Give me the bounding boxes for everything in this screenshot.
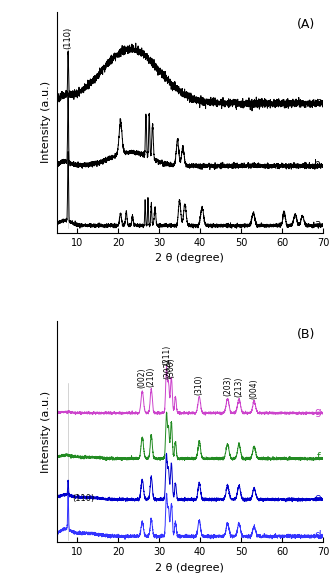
Text: (110): (110) — [64, 27, 73, 49]
Text: (211): (211) — [162, 345, 171, 365]
Text: (213): (213) — [234, 377, 243, 397]
Text: f: f — [317, 452, 321, 462]
Text: a: a — [315, 219, 321, 228]
Text: (A): (A) — [297, 18, 315, 31]
X-axis label: 2 θ (degree): 2 θ (degree) — [156, 253, 224, 263]
Text: (203): (203) — [223, 376, 232, 396]
Text: (202): (202) — [164, 359, 172, 379]
Text: (210): (210) — [147, 367, 156, 387]
Text: (110): (110) — [72, 494, 95, 503]
Text: e: e — [315, 493, 321, 503]
Y-axis label: Intensity (a.u.): Intensity (a.u.) — [41, 391, 51, 473]
Text: (300): (300) — [166, 357, 175, 378]
Y-axis label: Intensity (a.u.): Intensity (a.u.) — [41, 81, 51, 163]
Text: (004): (004) — [250, 378, 259, 399]
Text: (002): (002) — [138, 368, 147, 388]
Text: g: g — [314, 407, 321, 417]
Text: (B): (B) — [297, 328, 315, 341]
Text: b: b — [314, 159, 321, 169]
Text: (310): (310) — [195, 374, 204, 395]
Text: c: c — [315, 96, 321, 107]
Text: d: d — [314, 530, 321, 540]
X-axis label: 2 θ (degree): 2 θ (degree) — [156, 563, 224, 573]
